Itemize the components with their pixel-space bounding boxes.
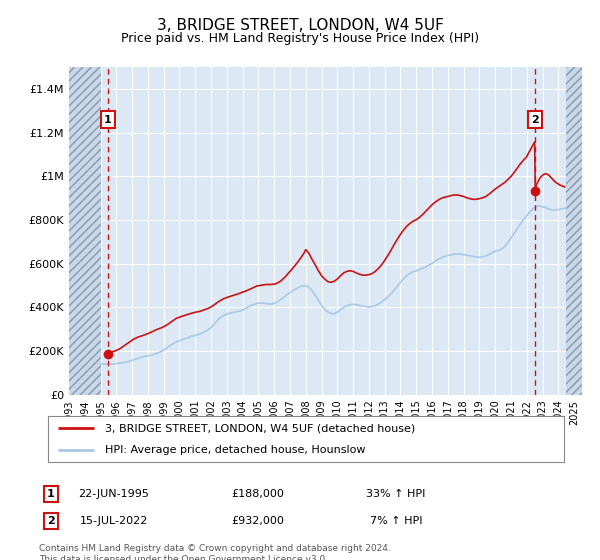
Text: 33% ↑ HPI: 33% ↑ HPI bbox=[367, 489, 425, 499]
Text: 3, BRIDGE STREET, LONDON, W4 5UF (detached house): 3, BRIDGE STREET, LONDON, W4 5UF (detach… bbox=[105, 423, 415, 433]
Text: 22-JUN-1995: 22-JUN-1995 bbox=[79, 489, 149, 499]
Bar bbox=[69, 67, 101, 395]
Text: Price paid vs. HM Land Registry's House Price Index (HPI): Price paid vs. HM Land Registry's House … bbox=[121, 32, 479, 45]
Text: £932,000: £932,000 bbox=[232, 516, 284, 526]
Text: Contains HM Land Registry data © Crown copyright and database right 2024.
This d: Contains HM Land Registry data © Crown c… bbox=[39, 544, 391, 560]
Text: HPI: Average price, detached house, Hounslow: HPI: Average price, detached house, Houn… bbox=[105, 445, 365, 455]
Text: 3, BRIDGE STREET, LONDON, W4 5UF: 3, BRIDGE STREET, LONDON, W4 5UF bbox=[157, 18, 443, 33]
Text: £188,000: £188,000 bbox=[232, 489, 284, 499]
Text: 15-JUL-2022: 15-JUL-2022 bbox=[80, 516, 148, 526]
Text: 1: 1 bbox=[104, 115, 112, 125]
Text: 1: 1 bbox=[47, 489, 55, 499]
Text: 2: 2 bbox=[47, 516, 55, 526]
Bar bbox=[566, 67, 582, 395]
Text: 7% ↑ HPI: 7% ↑ HPI bbox=[370, 516, 422, 526]
Text: 2: 2 bbox=[532, 115, 539, 125]
